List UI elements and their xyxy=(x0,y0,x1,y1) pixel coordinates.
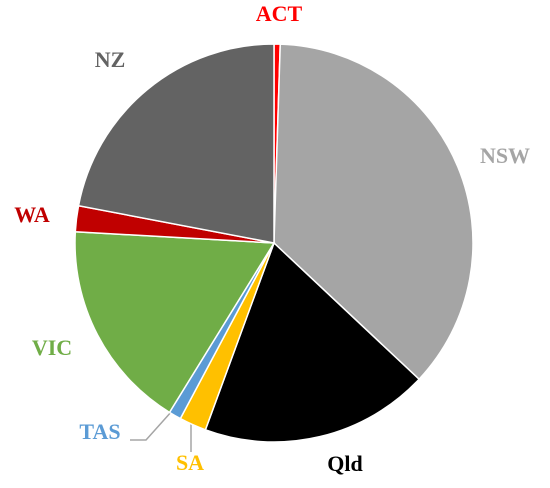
slice-label: TAS xyxy=(79,419,120,444)
slice-label: SA xyxy=(176,450,204,475)
pie-slice xyxy=(74,230,276,414)
pie-slice xyxy=(77,43,275,244)
slice-label: WA xyxy=(14,202,50,227)
slice-label: NZ xyxy=(95,47,126,72)
pie-slice xyxy=(204,241,421,443)
slice-label: NSW xyxy=(480,143,530,168)
slice-label: ACT xyxy=(256,1,303,26)
pie-slice xyxy=(273,43,474,381)
tas-leader xyxy=(130,410,173,441)
slice-label: VIC xyxy=(32,335,72,360)
slice-label: Qld xyxy=(327,451,362,476)
leader-lines xyxy=(130,410,192,452)
